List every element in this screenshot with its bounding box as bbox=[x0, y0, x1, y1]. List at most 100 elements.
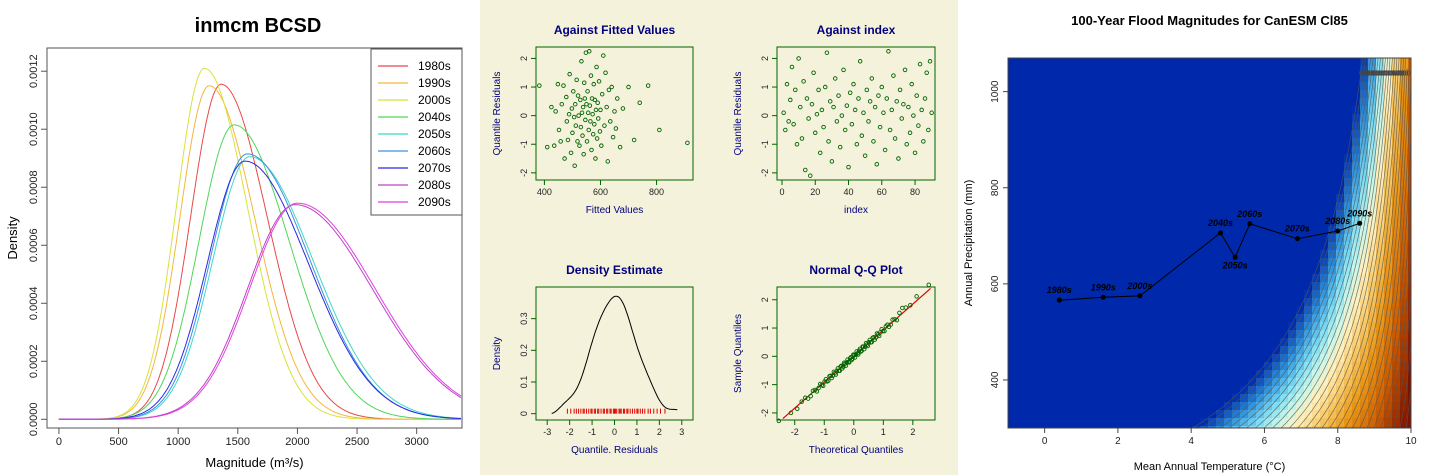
heatmap-cell bbox=[1400, 282, 1409, 291]
heatmap-cell bbox=[1024, 82, 1033, 91]
residual-point bbox=[582, 96, 588, 101]
heatmap-cell bbox=[1408, 226, 1412, 235]
heatmap-cell bbox=[1168, 298, 1177, 307]
contour-label: 3200 bbox=[1393, 70, 1409, 77]
contour-line bbox=[1352, 68, 1408, 428]
heatmap-cell bbox=[1248, 186, 1257, 195]
heatmap-cell bbox=[1376, 170, 1385, 179]
heatmap-cell bbox=[1120, 242, 1129, 251]
heatmap-cell bbox=[1272, 250, 1281, 259]
residual-point bbox=[609, 84, 614, 90]
x-tick-label: 4 bbox=[1188, 436, 1194, 447]
heatmap-cell bbox=[1320, 170, 1329, 179]
heatmap-cell bbox=[1320, 98, 1329, 107]
heatmap-cell bbox=[1368, 394, 1377, 403]
y-tick-label: 800 bbox=[990, 179, 1001, 196]
residual-point bbox=[924, 70, 929, 75]
heatmap-cell bbox=[1152, 394, 1161, 403]
heatmap-cell bbox=[1008, 234, 1017, 243]
heatmap-cell bbox=[1304, 114, 1313, 123]
heatmap-cell bbox=[1120, 354, 1129, 363]
heatmap-cell bbox=[1056, 186, 1065, 195]
heatmap-cell bbox=[1056, 226, 1065, 235]
contour-line bbox=[1263, 58, 1384, 428]
heatmap-cell bbox=[1224, 138, 1233, 147]
heatmap-cell bbox=[1016, 426, 1025, 429]
heatmap-cell bbox=[1320, 282, 1329, 291]
heatmap-cell bbox=[1392, 274, 1401, 283]
heatmap-cell bbox=[1368, 146, 1377, 155]
heatmap-cell bbox=[1224, 90, 1233, 99]
heatmap-cell bbox=[1240, 418, 1249, 427]
heatmap-cell bbox=[1104, 266, 1113, 275]
heatmap-cell bbox=[1152, 122, 1161, 131]
heatmap-cell bbox=[1216, 162, 1225, 171]
flood-heatmap-panel: 100-Year Flood Magnitudes for CanESM Cl8… bbox=[960, 0, 1435, 475]
heatmap-cell bbox=[1240, 330, 1249, 339]
heatmap-cell bbox=[1168, 58, 1177, 67]
heatmap-cell bbox=[1064, 186, 1073, 195]
heatmap-cell bbox=[1024, 210, 1033, 219]
heatmap-cell bbox=[1216, 266, 1225, 275]
heatmap-cell bbox=[1120, 250, 1129, 259]
heatmap-cell bbox=[1152, 90, 1161, 99]
heatmap-cell bbox=[1376, 266, 1385, 275]
heatmap-cell bbox=[1144, 98, 1153, 107]
heatmap-cell bbox=[1168, 218, 1177, 227]
heatmap-cell bbox=[1344, 98, 1353, 107]
heatmap-cell bbox=[1320, 210, 1329, 219]
heatmap-cell bbox=[1368, 154, 1377, 163]
heatmap-cell bbox=[1064, 234, 1073, 243]
heatmap-cell bbox=[1128, 130, 1137, 139]
heatmap-cell bbox=[1160, 258, 1169, 267]
heatmap-cell bbox=[1104, 66, 1113, 75]
x-tick-label: -3 bbox=[543, 427, 551, 437]
heatmap-cell bbox=[1008, 354, 1017, 363]
heatmap-cell bbox=[1376, 330, 1385, 339]
heatmap-cell bbox=[1064, 178, 1073, 187]
heatmap-cell bbox=[1216, 418, 1225, 427]
heatmap-cell bbox=[1352, 186, 1361, 195]
heatmap-cell bbox=[1008, 346, 1017, 355]
heatmap-cell bbox=[1352, 210, 1361, 219]
heatmap-cell bbox=[1112, 330, 1121, 339]
heatmap-cell bbox=[1112, 130, 1121, 139]
heatmap-cell bbox=[1360, 226, 1369, 235]
heatmap-cell bbox=[1128, 290, 1137, 299]
residual-point bbox=[620, 106, 626, 111]
heatmap-cell bbox=[1232, 370, 1241, 379]
heatmap-cell bbox=[1072, 234, 1081, 243]
heatmap-cell bbox=[1384, 386, 1393, 395]
heatmap-cell bbox=[1208, 290, 1217, 299]
residual-point bbox=[562, 156, 567, 161]
heatmap-cell bbox=[1336, 82, 1345, 91]
heatmap-cells bbox=[1008, 58, 1412, 429]
heatmap-cell bbox=[1224, 74, 1233, 83]
heatmap-cell bbox=[1200, 154, 1209, 163]
heatmap-cell bbox=[1264, 362, 1273, 371]
heatmap-cell bbox=[1272, 178, 1281, 187]
heatmap-cell bbox=[1056, 90, 1065, 99]
heatmap-cell bbox=[1104, 226, 1113, 235]
heatmap-cell bbox=[1400, 186, 1409, 195]
heatmap-cell bbox=[1056, 338, 1065, 347]
heatmap-cell bbox=[1096, 90, 1105, 99]
heatmap-cell bbox=[1120, 394, 1129, 403]
heatmap-cell bbox=[1336, 274, 1345, 283]
heatmap-cell bbox=[1152, 154, 1161, 163]
heatmap-cell bbox=[1232, 122, 1241, 131]
heatmap-cell bbox=[1112, 282, 1121, 291]
heatmap-cell bbox=[1048, 306, 1057, 315]
heatmap-cell bbox=[1216, 362, 1225, 371]
heatmap-cell bbox=[1144, 306, 1153, 315]
heatmap-cell bbox=[1256, 66, 1265, 75]
heatmap-cell bbox=[1320, 402, 1329, 411]
heatmap-cell bbox=[1392, 362, 1401, 371]
heatmap-cell bbox=[1352, 250, 1361, 259]
heatmap-cell bbox=[1280, 314, 1289, 323]
heatmap-cell bbox=[1048, 362, 1057, 371]
heatmap-cell bbox=[1048, 338, 1057, 347]
heatmap-cell bbox=[1408, 186, 1412, 195]
heatmap-cell bbox=[1288, 154, 1297, 163]
y-tick-label: 400 bbox=[990, 371, 1001, 388]
